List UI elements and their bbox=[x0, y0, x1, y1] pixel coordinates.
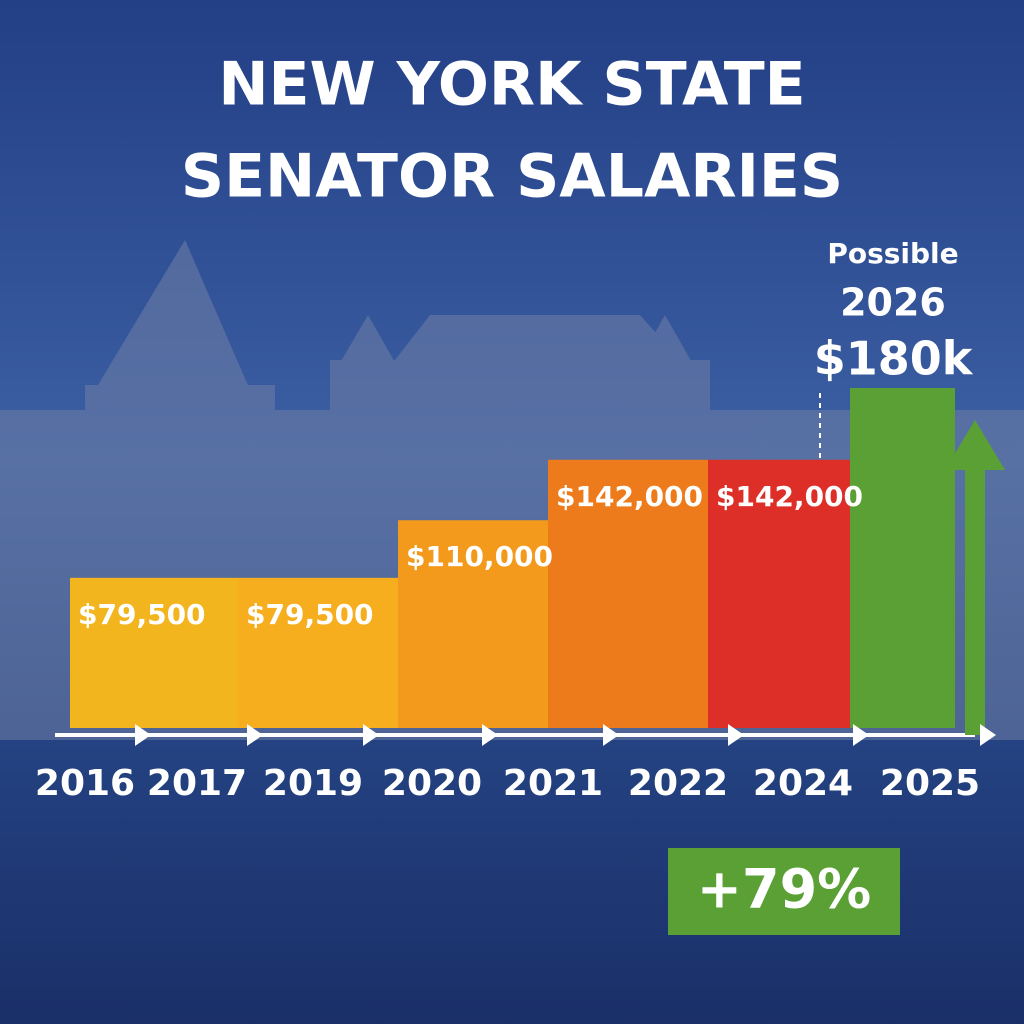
bar bbox=[398, 520, 548, 728]
chart-title: NEW YORK STATE bbox=[218, 50, 805, 120]
annotation: 2026 bbox=[840, 281, 946, 325]
x-tick-label: 2021 bbox=[503, 763, 603, 804]
x-tick-label: 2024 bbox=[753, 763, 853, 804]
axis-arrowhead bbox=[980, 724, 996, 746]
axis-arrowhead bbox=[853, 724, 869, 746]
bar bbox=[708, 459, 850, 728]
axis-arrowhead bbox=[363, 724, 379, 746]
x-tick-label: 2025 bbox=[880, 763, 980, 804]
bar bbox=[548, 459, 708, 728]
chart-title: SENATOR SALARIES bbox=[181, 142, 843, 212]
value-label: $180k bbox=[814, 332, 974, 386]
value-label: $110,000 bbox=[406, 540, 553, 573]
x-tick-label: 2016 bbox=[35, 763, 135, 804]
axis-arrowhead bbox=[603, 724, 619, 746]
value-label: $142,000 bbox=[556, 480, 703, 513]
change-box bbox=[668, 848, 900, 935]
axis-arrowhead bbox=[135, 724, 151, 746]
value-label: $79,500 bbox=[246, 598, 374, 631]
axis-arrowhead bbox=[247, 724, 263, 746]
x-tick-label: 2017 bbox=[147, 763, 247, 804]
axis-arrowhead bbox=[728, 724, 744, 746]
bar bbox=[238, 577, 398, 728]
axis-arrowhead bbox=[482, 724, 498, 746]
x-tick-label: 2022 bbox=[628, 763, 728, 804]
bar bbox=[70, 577, 238, 728]
x-tick-label: 2019 bbox=[263, 763, 363, 804]
value-label: $142,000 bbox=[716, 480, 863, 513]
annotation: Possible bbox=[827, 237, 958, 270]
x-tick-label: 2020 bbox=[382, 763, 482, 804]
bar bbox=[850, 388, 955, 728]
change-label: +79% bbox=[697, 858, 872, 921]
value-label: $79,500 bbox=[78, 598, 206, 631]
growth-arrow bbox=[945, 420, 1005, 735]
